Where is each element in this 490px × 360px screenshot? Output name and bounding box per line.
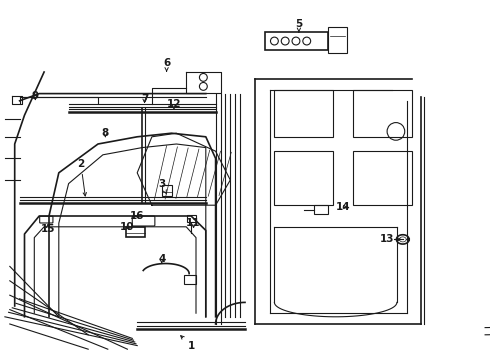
Text: 15: 15 xyxy=(41,224,55,234)
Bar xyxy=(126,227,145,237)
Text: 4: 4 xyxy=(158,254,166,264)
Text: 2: 2 xyxy=(77,159,86,196)
Bar xyxy=(274,90,333,137)
Bar xyxy=(328,27,347,53)
Text: 1: 1 xyxy=(181,336,195,351)
Text: 7: 7 xyxy=(141,94,148,104)
Text: 13: 13 xyxy=(380,234,401,244)
Bar xyxy=(187,215,196,222)
Text: 9: 9 xyxy=(32,91,39,102)
Text: 11: 11 xyxy=(186,218,201,228)
Text: 8: 8 xyxy=(102,128,109,138)
Text: 3: 3 xyxy=(158,179,167,194)
Bar xyxy=(353,90,412,137)
Text: 10: 10 xyxy=(120,222,135,232)
Bar xyxy=(353,151,412,205)
Text: 6: 6 xyxy=(163,58,170,71)
Bar xyxy=(184,275,196,284)
Bar xyxy=(162,185,172,196)
Text: 14: 14 xyxy=(336,202,350,212)
Text: 5: 5 xyxy=(295,19,302,32)
Bar xyxy=(314,205,328,214)
Bar xyxy=(274,151,333,205)
Bar xyxy=(265,32,328,50)
Text: 16: 16 xyxy=(130,211,145,221)
Text: 12: 12 xyxy=(167,99,181,109)
